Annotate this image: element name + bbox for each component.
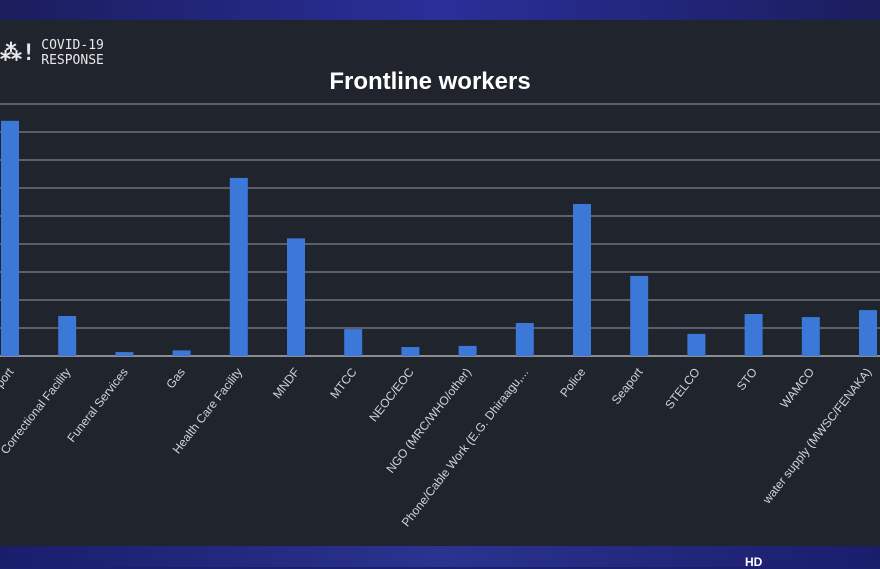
x-tick-label: WAMCO [777, 365, 817, 411]
bar [630, 275, 649, 356]
x-tick-label: water supply (MWSC/FENAKA) [759, 365, 874, 507]
x-tick-label: Seaport [609, 365, 646, 407]
bar [344, 329, 363, 356]
bar [401, 347, 420, 356]
chart-title: Frontline workers [329, 68, 530, 95]
x-tick-label: Gas [163, 365, 188, 391]
bar [1, 120, 19, 356]
logo-line2: RESPONSE [41, 53, 104, 68]
chart-panel [0, 20, 880, 546]
video-top-band [0, 0, 880, 20]
bar [573, 203, 591, 356]
bar [172, 350, 191, 356]
logo-line1: COVID-19 [41, 38, 104, 53]
bar [744, 314, 763, 356]
bar [458, 345, 477, 356]
x-tick-label: Phone/Cable Work (E.G. Dhiraagu,... [399, 365, 531, 529]
x-tick-label: MNDF [270, 365, 302, 401]
x-tick-label: NEOC/EOC [366, 365, 417, 424]
x-tick-label: Airport [0, 365, 17, 402]
x-tick-label: STELCO [662, 365, 703, 411]
x-tick-label: STO [734, 365, 760, 393]
logo-mark-icon: ⁂! [0, 40, 36, 66]
bar [58, 315, 77, 356]
bar [687, 333, 706, 356]
bar [515, 322, 534, 356]
bar [801, 317, 820, 356]
video-bottom-band [0, 546, 880, 567]
x-tick-label: Police [557, 365, 588, 400]
bar [859, 310, 877, 356]
bar [115, 352, 134, 356]
x-tick-label: Funeral Services [64, 365, 130, 445]
hd-badge: HD [745, 555, 763, 569]
bar [229, 177, 248, 356]
bar [287, 238, 305, 356]
covid-response-logo: ⁂! COVID-19 RESPONSE [0, 38, 104, 68]
x-tick-label: MTCC [327, 365, 360, 401]
